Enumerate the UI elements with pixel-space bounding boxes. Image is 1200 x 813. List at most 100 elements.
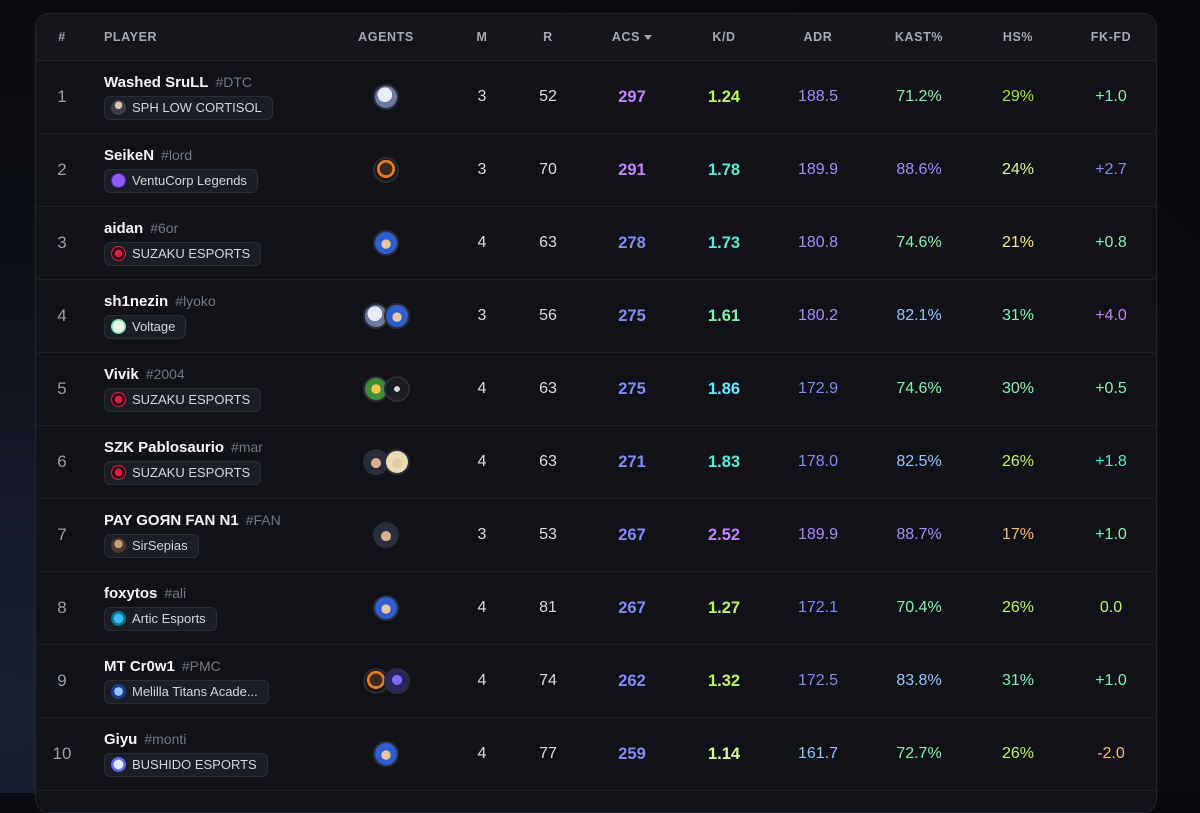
acs-cell: 259 [618, 744, 646, 763]
player-tag: #monti [144, 730, 187, 747]
maps-cell: 3 [477, 526, 487, 543]
player-name-link[interactable]: SeikeN [104, 146, 155, 164]
team-badge[interactable]: SPH LOW CORTISOL [104, 95, 273, 120]
player-name-link[interactable]: foxytos [104, 584, 158, 602]
team-badge[interactable]: SUZAKU ESPORTS [104, 460, 262, 485]
player-cell: Vivik #2004 SUZAKU ESPORTS [88, 366, 332, 413]
adr-cell: 189.9 [797, 526, 839, 543]
player-name-link[interactable]: PAY GOЯN FAN N1 [104, 511, 239, 529]
col-header-kast[interactable]: KAST% [894, 30, 944, 44]
table-row[interactable]: 7 PAY GOЯN FAN N1 #FAN SirSepias 3 53 26… [36, 499, 1156, 572]
player-name-link[interactable]: sh1nezin [104, 292, 169, 310]
team-logo-icon [111, 100, 126, 116]
player-name-link[interactable]: Giyu [104, 730, 138, 748]
team-logo-icon [111, 173, 126, 189]
player-cell: SZK Pablosaurio #mar SUZAKU ESPORTS [88, 439, 332, 486]
player-cell: MT Cr0w1 #PMC Melilla Titans Acade... [88, 658, 332, 705]
rounds-cell: 81 [539, 599, 557, 616]
maps-cell: 3 [477, 307, 487, 324]
col-header-fkfd[interactable]: FK-FD [1090, 30, 1132, 44]
table-row[interactable]: 10 Giyu #monti BUSHIDO ESPORTS 4 77 259 … [36, 718, 1156, 791]
agent-portrait-blue-hair-icon [383, 303, 410, 329]
player-name-link[interactable]: Washed SruLL [104, 73, 209, 91]
fkfd-cell: +0.8 [1095, 234, 1127, 251]
col-header-acs[interactable]: ACS [572, 30, 692, 44]
adr-cell: 161.7 [797, 745, 839, 762]
kast-cell: 72.7% [896, 745, 942, 762]
table-row[interactable]: 6 SZK Pablosaurio #mar SUZAKU ESPORTS 4 … [36, 426, 1156, 499]
maps-cell: 4 [477, 672, 487, 689]
col-header-r[interactable]: R [543, 30, 553, 44]
rounds-cell: 56 [539, 307, 557, 324]
kd-cell: 1.27 [707, 598, 741, 617]
rounds-cell: 63 [539, 380, 557, 397]
maps-cell: 4 [477, 380, 487, 397]
table-row[interactable]: 4 sh1nezin #lyoko Voltage 3 56 275 1.61 … [36, 280, 1156, 353]
player-name-link[interactable]: SZK Pablosaurio [104, 438, 225, 456]
player-name-link[interactable]: Vivik [104, 365, 139, 383]
table-row[interactable]: 1 Washed SruLL #DTC SPH LOW CORTISOL 3 5… [36, 61, 1156, 134]
team-badge[interactable]: BUSHIDO ESPORTS [104, 752, 268, 777]
table-row[interactable]: 2 SeikeN #lord VentuCorp Legends 3 70 29… [36, 134, 1156, 207]
player-tag: #6or [150, 219, 179, 236]
fkfd-cell: +1.8 [1095, 453, 1127, 470]
team-logo-icon [111, 392, 126, 408]
hs-cell: 31% [1001, 307, 1035, 324]
kast-cell: 74.6% [896, 234, 942, 251]
agent-portrait-blue-hair-icon [373, 595, 399, 621]
agent-portrait-white-hair-icon [373, 84, 399, 110]
agents-cell [332, 741, 440, 767]
col-header-rank[interactable]: # [58, 30, 66, 44]
kd-cell: 1.32 [707, 671, 741, 690]
team-badge[interactable]: Melilla Titans Acade... [104, 679, 269, 704]
kast-cell: 88.7% [896, 526, 942, 543]
agents-cell [332, 157, 440, 183]
col-header-hs[interactable]: HS% [1002, 30, 1034, 44]
adr-cell: 189.9 [797, 161, 839, 178]
maps-cell: 3 [477, 161, 487, 178]
hs-cell: 26% [1001, 745, 1035, 762]
player-name-link[interactable]: MT Cr0w1 [104, 657, 175, 675]
acs-cell: 267 [618, 598, 646, 617]
agent-portrait-blue-hair-icon [373, 741, 399, 767]
maps-cell: 3 [477, 88, 487, 105]
kast-cell: 83.8% [896, 672, 942, 689]
rank-cell: 3 [57, 233, 67, 252]
team-badge[interactable]: SirSepias [104, 533, 199, 558]
agent-portrait-dark-hood-icon [383, 376, 410, 402]
player-tag: #FAN [245, 511, 281, 528]
rank-cell: 1 [57, 87, 67, 106]
player-name-link[interactable]: aidan [104, 219, 144, 237]
team-badge[interactable]: SUZAKU ESPORTS [104, 241, 262, 266]
col-header-m[interactable]: M [476, 30, 488, 44]
table-row[interactable]: 9 MT Cr0w1 #PMC Melilla Titans Acade... … [36, 645, 1156, 718]
fkfd-cell: +1.0 [1095, 88, 1127, 105]
col-header-kd[interactable]: K/D [712, 30, 736, 44]
acs-cell: 278 [618, 233, 646, 252]
table-row[interactable]: 8 foxytos #ali Artic Esports 4 81 267 1.… [36, 572, 1156, 645]
player-tag: #lord [161, 146, 193, 163]
team-badge[interactable]: VentuCorp Legends [104, 168, 258, 193]
agents-cell [332, 668, 440, 694]
agents-cell [332, 84, 440, 110]
team-name: VentuCorp Legends [132, 173, 247, 189]
team-name: SUZAKU ESPORTS [132, 392, 251, 408]
hs-cell: 30% [1001, 380, 1035, 397]
col-header-adr[interactable]: ADR [803, 30, 833, 44]
team-name: Artic Esports [132, 611, 206, 627]
table-row[interactable]: 5 Vivik #2004 SUZAKU ESPORTS 4 63 275 1.… [36, 353, 1156, 426]
agents-cell [332, 230, 440, 256]
fkfd-cell: +0.5 [1095, 380, 1127, 397]
kast-cell: 88.6% [896, 161, 942, 178]
kd-cell: 1.78 [707, 160, 741, 179]
acs-cell: 291 [618, 160, 646, 179]
team-badge[interactable]: SUZAKU ESPORTS [104, 387, 262, 412]
col-header-agents[interactable]: AGENTS [358, 30, 414, 44]
agents-cell [332, 522, 440, 548]
team-badge[interactable]: Voltage [104, 314, 187, 339]
table-row[interactable]: 3 aidan #6or SUZAKU ESPORTS 4 63 278 1.7… [36, 207, 1156, 280]
team-badge[interactable]: Artic Esports [104, 606, 217, 631]
rounds-cell: 63 [539, 234, 557, 251]
rank-cell: 10 [52, 744, 72, 763]
col-header-player[interactable]: PLAYER [104, 30, 158, 44]
